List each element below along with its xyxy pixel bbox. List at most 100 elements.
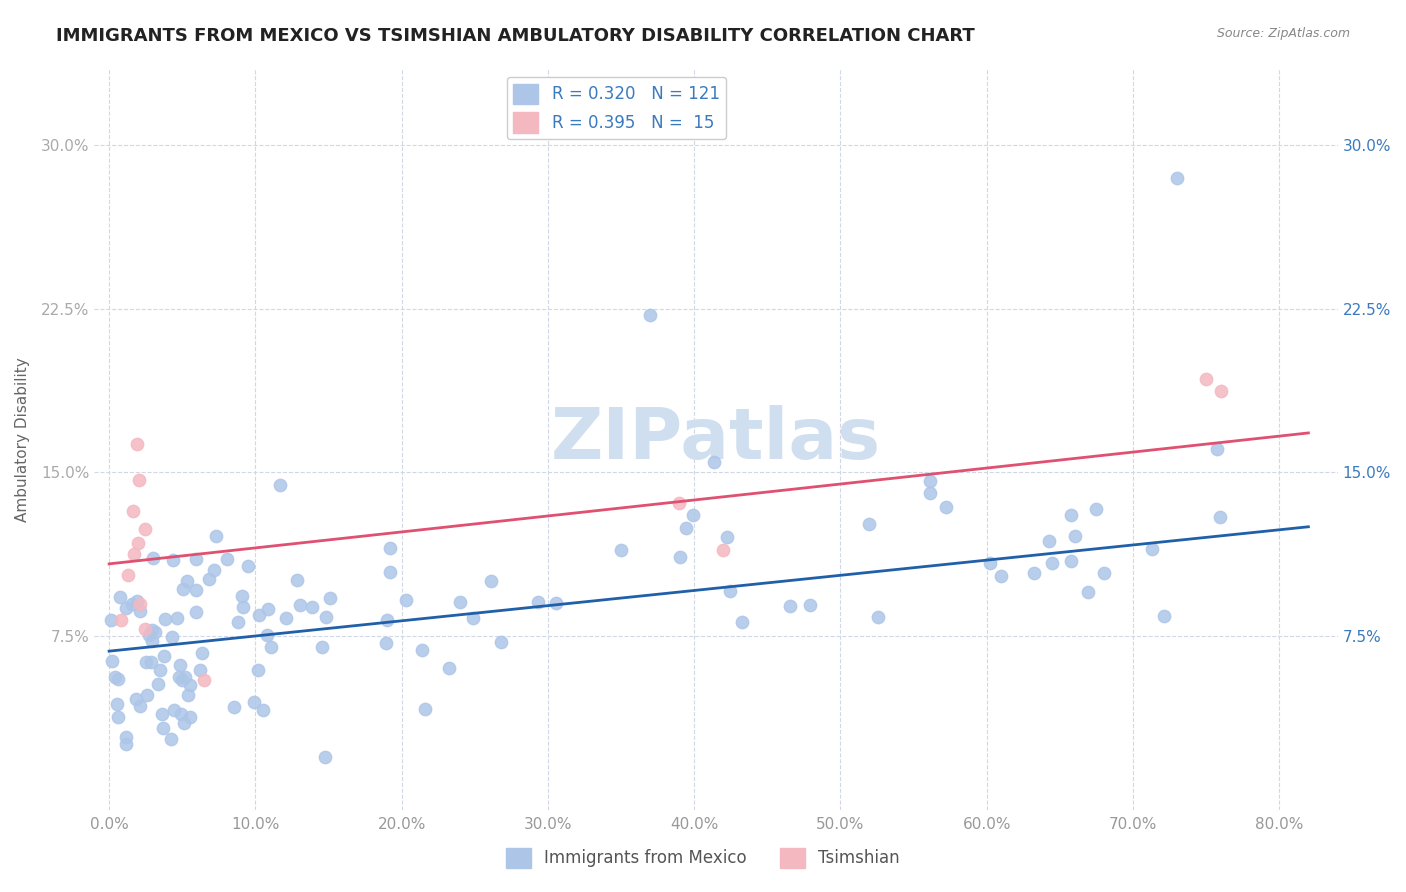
Point (193, 673, 215, 687)
Point (703, 455, 725, 469)
Point (129, 604, 152, 618)
Point (152, 706, 174, 721)
Point (141, 634, 163, 648)
Point (858, 517, 880, 532)
Point (1085, 501, 1108, 516)
Point (675, 521, 697, 535)
Point (152, 721, 174, 735)
Point (122, 547, 145, 561)
Point (380, 541, 402, 555)
Point (378, 565, 401, 579)
Point (1153, 608, 1175, 623)
Point (718, 584, 741, 599)
Point (979, 557, 1001, 571)
Point (149, 663, 172, 677)
Point (249, 607, 271, 622)
Text: Source: ZipAtlas.com: Source: ZipAtlas.com (1216, 27, 1350, 40)
Point (188, 663, 211, 677)
Point (449, 595, 471, 609)
Point (122, 504, 145, 518)
Point (135, 688, 157, 702)
Point (242, 695, 264, 709)
Legend: R = 0.320   N = 121, R = 0.395   N =  15: R = 0.320 N = 121, R = 0.395 N = 15 (506, 77, 727, 139)
Point (1040, 557, 1063, 571)
Point (1140, 541, 1163, 556)
Point (172, 582, 194, 597)
Point (197, 572, 219, 586)
Point (173, 716, 195, 731)
Point (246, 663, 269, 677)
Point (114, 737, 136, 751)
Point (142, 550, 165, 565)
Point (920, 486, 942, 500)
Point (779, 599, 801, 613)
Point (125, 692, 148, 706)
Point (1208, 509, 1230, 524)
Point (160, 631, 183, 645)
Point (288, 598, 311, 612)
Point (375, 614, 398, 628)
Point (301, 600, 323, 615)
Point (1166, 170, 1188, 185)
Point (682, 508, 704, 522)
Point (170, 673, 193, 687)
Point (134, 622, 156, 636)
Y-axis label: Ambulatory Disability: Ambulatory Disability (15, 357, 30, 522)
Legend: Immigrants from Mexico, Tsimshian: Immigrants from Mexico, Tsimshian (499, 841, 907, 875)
Point (184, 583, 207, 598)
Point (170, 707, 193, 722)
Point (491, 635, 513, 649)
Point (107, 709, 129, 723)
Point (1060, 554, 1083, 568)
Point (1092, 566, 1115, 581)
Point (128, 473, 150, 487)
Point (1195, 372, 1218, 386)
Point (160, 731, 183, 746)
Point (155, 612, 177, 626)
Point (202, 563, 225, 577)
Point (138, 628, 160, 642)
Point (314, 749, 336, 764)
Point (1063, 529, 1085, 543)
Point (114, 730, 136, 744)
Point (256, 627, 278, 641)
Point (163, 703, 186, 717)
Point (125, 436, 148, 450)
Point (1205, 442, 1227, 456)
Point (935, 500, 957, 515)
Point (231, 589, 253, 603)
Point (252, 703, 274, 717)
Point (184, 551, 207, 566)
Point (152, 649, 174, 664)
Point (228, 615, 250, 629)
Point (107, 672, 129, 686)
Point (1022, 566, 1045, 580)
Point (638, 308, 661, 322)
Point (115, 601, 138, 615)
Point (127, 594, 149, 608)
Point (319, 591, 342, 605)
Point (141, 623, 163, 637)
Point (260, 640, 283, 654)
Point (1038, 533, 1060, 548)
Point (101, 654, 124, 668)
Point (117, 568, 139, 582)
Point (224, 700, 246, 714)
Point (256, 602, 278, 616)
Point (395, 592, 418, 607)
Point (100, 613, 122, 627)
Point (148, 676, 170, 690)
Point (799, 599, 821, 613)
Point (544, 596, 567, 610)
Point (285, 573, 308, 587)
Point (110, 590, 132, 604)
Point (215, 551, 238, 566)
Point (128, 698, 150, 713)
Point (169, 670, 191, 684)
Point (668, 496, 690, 510)
Point (177, 689, 200, 703)
Point (139, 655, 162, 669)
Point (143, 625, 166, 640)
Point (179, 678, 201, 692)
Point (169, 658, 191, 673)
